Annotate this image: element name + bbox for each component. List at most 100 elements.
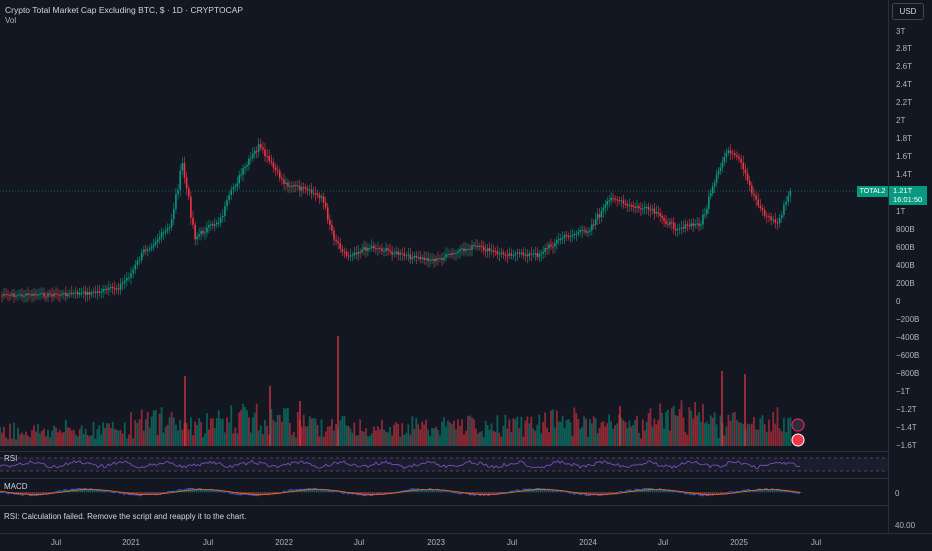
volume-bar <box>3 427 5 446</box>
candle <box>325 203 327 208</box>
volume-bar <box>564 428 566 446</box>
candle <box>585 231 587 233</box>
pane-divider[interactable] <box>0 451 932 452</box>
candle <box>564 235 566 238</box>
candle <box>642 209 644 210</box>
price-tick: 2T <box>896 116 905 125</box>
volume-bar <box>313 418 315 446</box>
candle <box>346 252 348 255</box>
volume-bar <box>604 426 606 446</box>
volume-bar <box>248 417 250 446</box>
candle <box>469 249 471 250</box>
volume-bar <box>43 429 45 446</box>
volume-bar <box>644 430 646 446</box>
candle <box>260 144 262 147</box>
candle <box>273 162 275 167</box>
macd-histogram-bar <box>88 490 90 493</box>
currency-button[interactable]: USD <box>892 3 924 20</box>
candle <box>579 230 581 232</box>
candle <box>481 246 483 247</box>
volume-bar <box>216 418 218 446</box>
chart-title[interactable]: Crypto Total Market Cap Excluding BTC, $… <box>5 5 243 15</box>
candle <box>443 258 445 260</box>
price-tick: 1.8T <box>896 134 912 143</box>
candle <box>610 198 612 201</box>
volume-bar <box>171 412 173 446</box>
candle <box>204 232 206 233</box>
volume-bar <box>63 432 65 446</box>
volume-bar <box>736 420 738 446</box>
candle <box>97 292 99 293</box>
macd-pane-label[interactable]: MACD <box>4 482 28 491</box>
volume-bar <box>25 432 27 446</box>
volume-bar <box>264 420 266 446</box>
volume-bar <box>560 422 562 446</box>
volume-label[interactable]: Vol <box>5 16 16 25</box>
rsi-error-message: RSI: Calculation failed. Remove the scri… <box>4 512 246 521</box>
candle <box>505 254 507 255</box>
volume-bar <box>208 429 210 446</box>
candle <box>509 253 511 255</box>
volume-bar <box>433 428 435 446</box>
candle <box>683 227 685 228</box>
volume-bar <box>59 430 61 446</box>
candle <box>11 294 13 296</box>
volume-bar <box>483 437 485 446</box>
volume-bar <box>246 410 248 446</box>
price-tick: 2.8T <box>896 44 912 53</box>
volume-bar <box>222 419 224 446</box>
chart-area[interactable]: Crypto Total Market Cap Excluding BTC, $… <box>0 0 888 533</box>
volume-bar <box>173 417 175 446</box>
volume-bar <box>106 423 108 446</box>
candle <box>679 229 681 230</box>
candle <box>361 250 363 253</box>
candle <box>463 248 465 251</box>
volume-spike <box>299 401 301 446</box>
candle <box>116 288 118 289</box>
candle <box>714 183 716 187</box>
pane-divider[interactable] <box>0 478 932 479</box>
macd-histogram-bar <box>646 489 648 492</box>
volume-bar <box>477 434 479 446</box>
candle <box>770 216 772 220</box>
candle <box>556 240 558 243</box>
volume-bar <box>546 428 548 446</box>
candle <box>412 258 414 260</box>
candle <box>525 255 527 256</box>
volume-bar <box>112 422 114 446</box>
candle <box>661 216 663 218</box>
volume-bar <box>175 425 177 446</box>
candle <box>132 270 134 274</box>
candle <box>736 155 738 157</box>
price-tick: −200B <box>896 315 919 324</box>
candle <box>706 209 708 214</box>
candle <box>623 200 625 203</box>
candle <box>718 171 720 175</box>
candle <box>663 218 665 221</box>
candle <box>627 204 629 206</box>
volume-bar <box>315 419 317 446</box>
candle <box>681 227 683 228</box>
pane-divider[interactable] <box>0 505 932 506</box>
candle <box>449 254 451 255</box>
candle <box>648 207 650 209</box>
candle <box>618 200 620 201</box>
volume-bar <box>157 435 159 446</box>
volume-bar <box>577 419 579 446</box>
volume-bar <box>287 408 289 446</box>
candle <box>182 163 184 171</box>
volume-bar <box>285 409 287 446</box>
candle <box>644 207 646 208</box>
candle <box>307 189 309 190</box>
candle <box>451 253 453 255</box>
volume-bar <box>536 425 538 446</box>
volume-bar <box>675 415 677 446</box>
candle <box>91 293 93 295</box>
rsi-pane-label[interactable]: RSI <box>4 454 17 463</box>
volume-bar <box>230 405 232 446</box>
candle <box>295 185 297 186</box>
candle <box>266 156 268 157</box>
price-chart[interactable] <box>0 0 888 533</box>
